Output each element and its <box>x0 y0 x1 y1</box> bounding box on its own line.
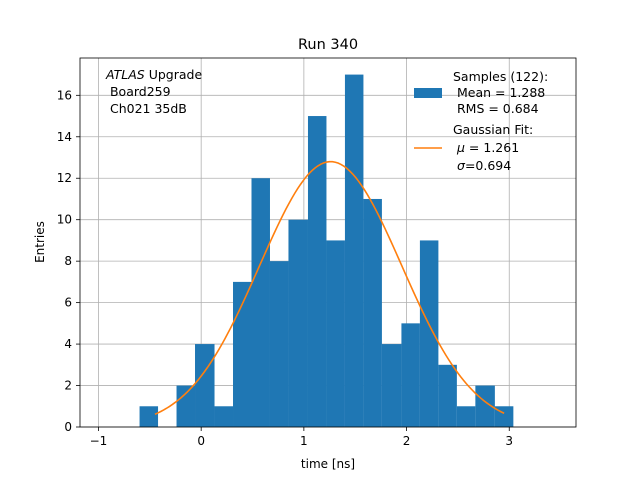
histogram-bar <box>419 240 439 427</box>
x-tick-label: 3 <box>505 434 513 448</box>
y-axis-label: Entries <box>33 221 47 263</box>
histogram-bar <box>269 261 289 427</box>
histogram-bar <box>401 323 420 427</box>
legend-sigma-symbol: σ <box>457 158 466 173</box>
histogram-bar <box>195 344 215 427</box>
annotation-line-3: Ch021 35dB <box>106 101 187 116</box>
histogram-bar <box>438 364 457 427</box>
annotation-line-1: ATLAS Upgrade <box>105 67 202 82</box>
histogram-bar <box>307 116 327 427</box>
legend-fit-line-1: Gaussian Fit: <box>453 122 533 137</box>
histogram-bar <box>344 74 364 428</box>
y-tick-label: 8 <box>64 254 72 268</box>
y-tick-label: 14 <box>57 130 72 144</box>
histogram-bar <box>381 344 402 427</box>
atlas-annotation: ATLAS Upgrade Board259 Ch021 35dB <box>105 67 202 116</box>
histogram-bar <box>475 385 495 427</box>
histogram-bar <box>214 406 234 427</box>
x-tick-label: −1 <box>90 434 108 448</box>
y-tick-label: 2 <box>64 379 72 393</box>
legend-samples-swatch <box>414 88 442 98</box>
histogram-bar <box>139 406 159 427</box>
annotation-upgrade: Upgrade <box>145 67 203 82</box>
legend-fit-line-2: μ = 1.261 <box>456 140 519 155</box>
histogram-bar <box>288 219 308 427</box>
annotation-line-2: Board259 <box>106 84 171 99</box>
x-tick-label: 1 <box>300 434 308 448</box>
annotation-atlas: ATLAS <box>105 67 145 82</box>
legend-samples-line-3: RMS = 0.684 <box>453 101 539 116</box>
x-tick-label: 0 <box>197 434 205 448</box>
y-axis-ticks: 0 2 4 6 8 10 12 14 16 <box>57 88 80 434</box>
legend-samples-line-2: Mean = 1.288 <box>453 85 545 100</box>
gaussian-fit <box>154 160 505 416</box>
y-tick-label: 10 <box>57 213 72 227</box>
x-axis-ticks: −1 0 1 2 3 <box>90 427 513 448</box>
y-tick-label: 4 <box>64 337 72 351</box>
x-axis-label: time [ns] <box>301 457 355 471</box>
y-tick-label: 0 <box>64 420 72 434</box>
legend-mu-symbol: μ <box>456 140 465 155</box>
histogram-bar <box>176 385 196 427</box>
histogram-bar <box>456 406 476 427</box>
legend: Samples (122): Mean = 1.288 RMS = 0.684 … <box>414 69 548 173</box>
y-tick-label: 12 <box>57 171 72 185</box>
chart-title: Run 340 <box>298 37 358 53</box>
legend-fit-line-3: σ=0.694 <box>457 158 511 173</box>
x-tick-label: 2 <box>403 434 411 448</box>
histogram-bar <box>326 240 345 427</box>
plot-frame <box>79 57 577 428</box>
histogram-bar <box>233 281 252 427</box>
histogram-bar <box>363 198 382 427</box>
legend-samples-line-1: Samples (122): <box>453 69 548 84</box>
gaussian-fit-curve <box>154 160 505 416</box>
legend-sigma-value: =0.694 <box>465 158 511 173</box>
y-tick-label: 6 <box>64 296 72 310</box>
histogram-bars <box>139 74 514 428</box>
legend-mu-value: = 1.261 <box>465 140 519 155</box>
histogram-bar <box>251 178 270 427</box>
y-tick-label: 16 <box>57 88 72 102</box>
